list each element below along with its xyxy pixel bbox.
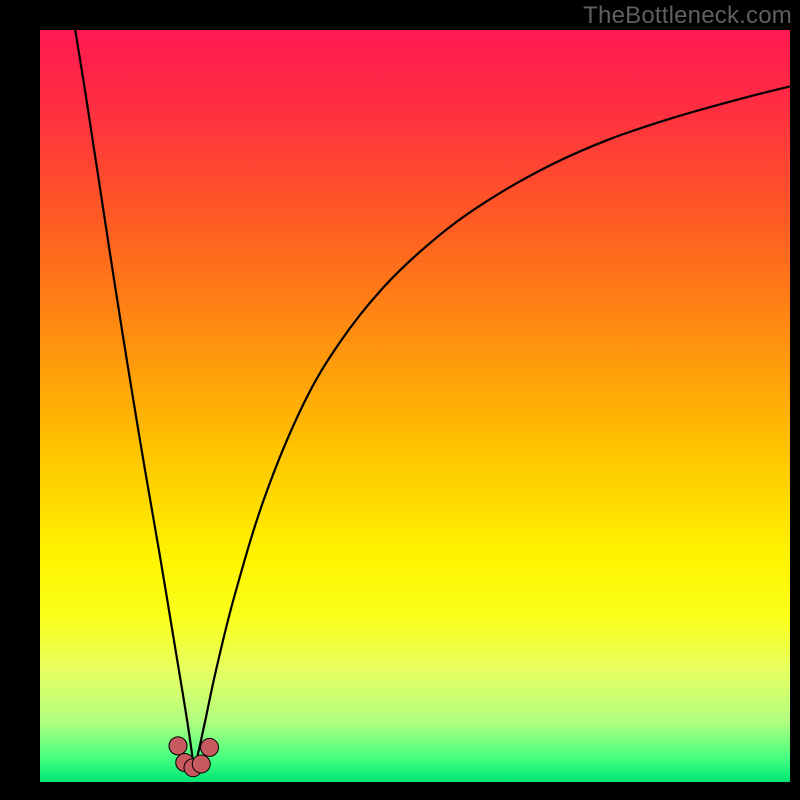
chart-canvas: TheBottleneck.com: [0, 0, 800, 800]
plot-area: [40, 30, 790, 782]
marker-point: [192, 755, 210, 773]
plot-background: [40, 30, 790, 782]
marker-point: [169, 737, 187, 755]
attribution-label: TheBottleneck.com: [583, 2, 792, 30]
marker-point: [201, 738, 219, 756]
plot-svg: [40, 30, 790, 782]
